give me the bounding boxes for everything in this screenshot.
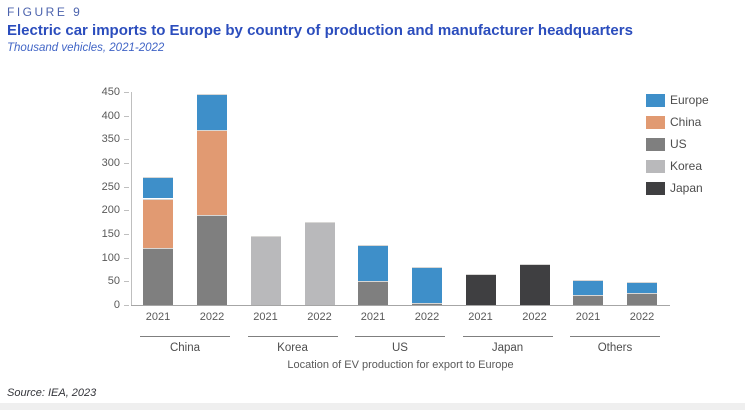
y-axis-tick-label: 350: [101, 133, 120, 146]
bar-segment-europe: [197, 94, 227, 130]
group-label-china: China: [169, 342, 201, 354]
legend-swatch-japan: [646, 182, 665, 195]
bar-segment-korea: [304, 222, 335, 305]
bar-segment-japan: [465, 274, 496, 305]
y-axis-tick-label: 200: [101, 204, 120, 217]
y-axis-tick-mark: [124, 210, 129, 212]
y-axis-tick-mark: [124, 115, 129, 117]
bar-segment-us: [573, 294, 603, 305]
bar-segment-us: [627, 293, 657, 305]
y-axis-tick-label: 250: [101, 180, 120, 193]
x-axis-year-label: 2021: [360, 311, 386, 323]
x-axis-year-label: 2021: [575, 311, 601, 323]
group-underline: [462, 336, 553, 337]
y-axis-tick-label: 50: [107, 275, 120, 288]
page-bottom-divider: [0, 403, 745, 410]
group-label-korea: Korea: [277, 342, 308, 354]
legend-label-japan: Japan: [670, 181, 703, 195]
legend-swatch-china: [646, 116, 665, 129]
bar-segment-europe: [573, 279, 603, 295]
x-axis-year-label: 2021: [468, 311, 493, 323]
group-label-us: US: [392, 342, 408, 354]
x-axis-year-label: 2022: [629, 311, 655, 323]
y-axis-tick-mark: [124, 281, 129, 283]
bar-segment-china: [197, 129, 227, 216]
y-axis-tick-label: 450: [101, 86, 120, 98]
bar-segment-china: [143, 198, 173, 249]
bar-segment-japan: [519, 263, 550, 305]
figure-number-label: FIGURE 9: [7, 5, 83, 19]
x-axis-year-label: 2022: [199, 311, 225, 323]
y-axis-tick-mark: [124, 305, 129, 306]
bar-segment-us: [197, 215, 227, 305]
y-axis-tick-label: 0: [113, 299, 120, 311]
bar-segment-us: [143, 248, 173, 305]
bar-segment-europe: [143, 177, 173, 199]
chart-title: Electric car imports to Europe by countr…: [7, 22, 633, 39]
legend-swatch-us: [646, 138, 665, 151]
legend-swatch-europe: [646, 94, 665, 107]
x-axis-year-label: 2022: [522, 311, 547, 323]
bar-segment-korea: [250, 236, 281, 305]
group-label-others: Others: [597, 342, 633, 354]
source-attribution: Source: IEA, 2023: [7, 387, 97, 399]
legend-label-china: China: [670, 115, 702, 129]
bar-segment-europe: [627, 282, 657, 294]
y-axis-tick-label: 150: [101, 228, 120, 240]
legend-label-korea: Korea: [670, 159, 703, 173]
x-axis-year-label: 2021: [145, 311, 171, 323]
x-axis-baseline: [131, 305, 670, 306]
y-axis-tick-mark: [124, 92, 129, 93]
bar-segment-us: [412, 302, 442, 305]
group-underline: [355, 336, 445, 337]
y-axis-tick-mark: [124, 234, 129, 235]
bar-segment-us: [358, 281, 388, 305]
y-axis-tick-mark: [124, 257, 129, 259]
group-underline: [140, 336, 230, 337]
legend-swatch-korea: [646, 160, 665, 173]
x-axis-title: Location of EV production for export to …: [287, 359, 514, 371]
group-underline: [570, 336, 660, 337]
y-axis-tick-mark: [124, 139, 129, 141]
legend-label-us: US: [670, 137, 687, 151]
x-axis-year-label: 2022: [307, 311, 332, 323]
y-axis-line: [131, 92, 132, 305]
y-axis-tick-mark: [124, 163, 129, 164]
chart-subtitle: Thousand vehicles, 2021-2022: [7, 42, 165, 54]
y-axis-tick-mark: [124, 186, 129, 188]
group-label-japan: Japan: [491, 342, 524, 354]
y-axis-tick-label: 300: [101, 157, 120, 169]
group-underline: [247, 336, 338, 337]
x-axis-year-label: 2021: [253, 311, 278, 323]
bar-segment-europe: [412, 267, 442, 303]
x-axis-year-label: 2022: [414, 311, 440, 323]
y-axis-tick-label: 100: [101, 251, 120, 264]
y-axis-tick-label: 400: [101, 109, 120, 122]
legend-label-europe: Europe: [670, 93, 709, 107]
bar-segment-europe: [358, 244, 388, 282]
